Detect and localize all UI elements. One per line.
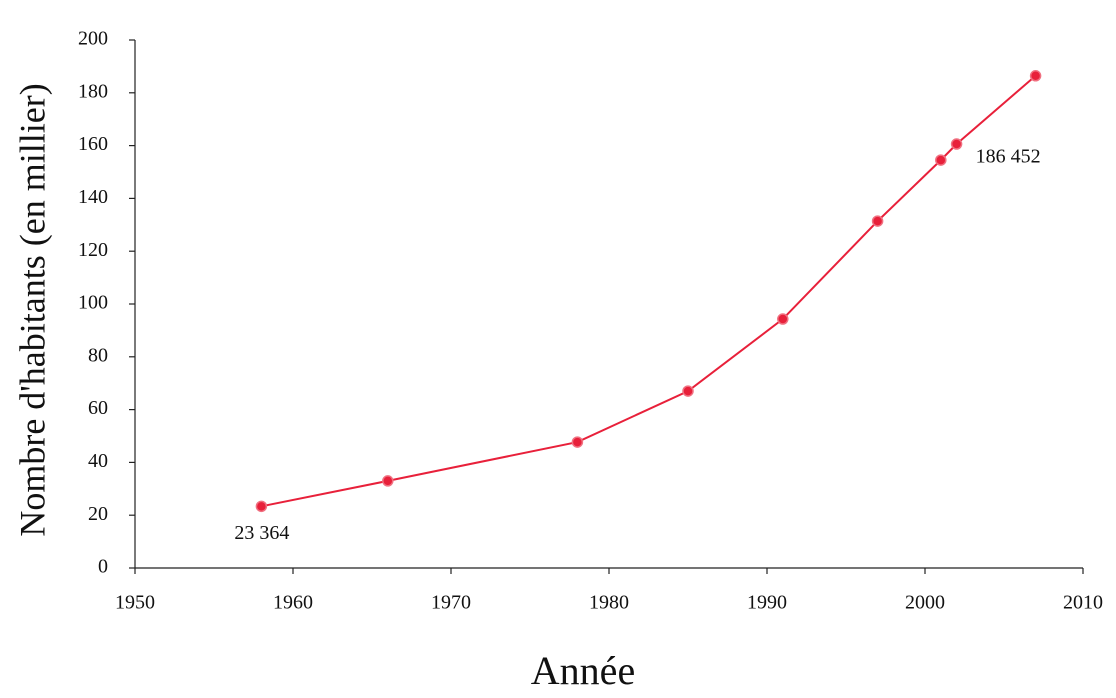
x-tick-label: 2000 [905, 592, 945, 614]
line [261, 75, 1037, 508]
y-tick-label: 200 [78, 28, 108, 50]
y-tick-label: 0 [98, 556, 108, 578]
x-tick-label: 1980 [589, 592, 629, 614]
y-tick-label: 60 [88, 397, 108, 419]
x-tick-label: 1960 [273, 592, 313, 614]
point [382, 475, 394, 487]
point [777, 313, 789, 325]
value-label: 186 452 [976, 145, 1041, 167]
x-axis-title: Année [531, 648, 635, 693]
x-tick-label: 1990 [747, 592, 787, 614]
point [935, 154, 947, 166]
point [682, 385, 694, 397]
y-tick-label: 120 [78, 239, 108, 261]
y-axis-title: Nombre d'habitants (en millier) [12, 83, 52, 536]
point [571, 436, 584, 448]
y-tick-label: 40 [88, 450, 108, 472]
x-tick-label: 2010 [1063, 592, 1103, 614]
x-tick-label: 1950 [115, 592, 155, 614]
y-tick-label: 80 [88, 344, 108, 366]
y-tick-label: 100 [78, 292, 108, 314]
point [1029, 70, 1042, 82]
point [950, 138, 963, 150]
x-tick-label: 1970 [431, 592, 471, 614]
point [255, 500, 268, 513]
y-tick-label: 180 [78, 80, 108, 102]
point [871, 215, 884, 227]
y-tick-label: 20 [88, 503, 108, 525]
y-tick-label: 140 [78, 186, 108, 208]
value-label: 23 364 [234, 522, 289, 544]
y-tick-label: 160 [78, 133, 108, 155]
